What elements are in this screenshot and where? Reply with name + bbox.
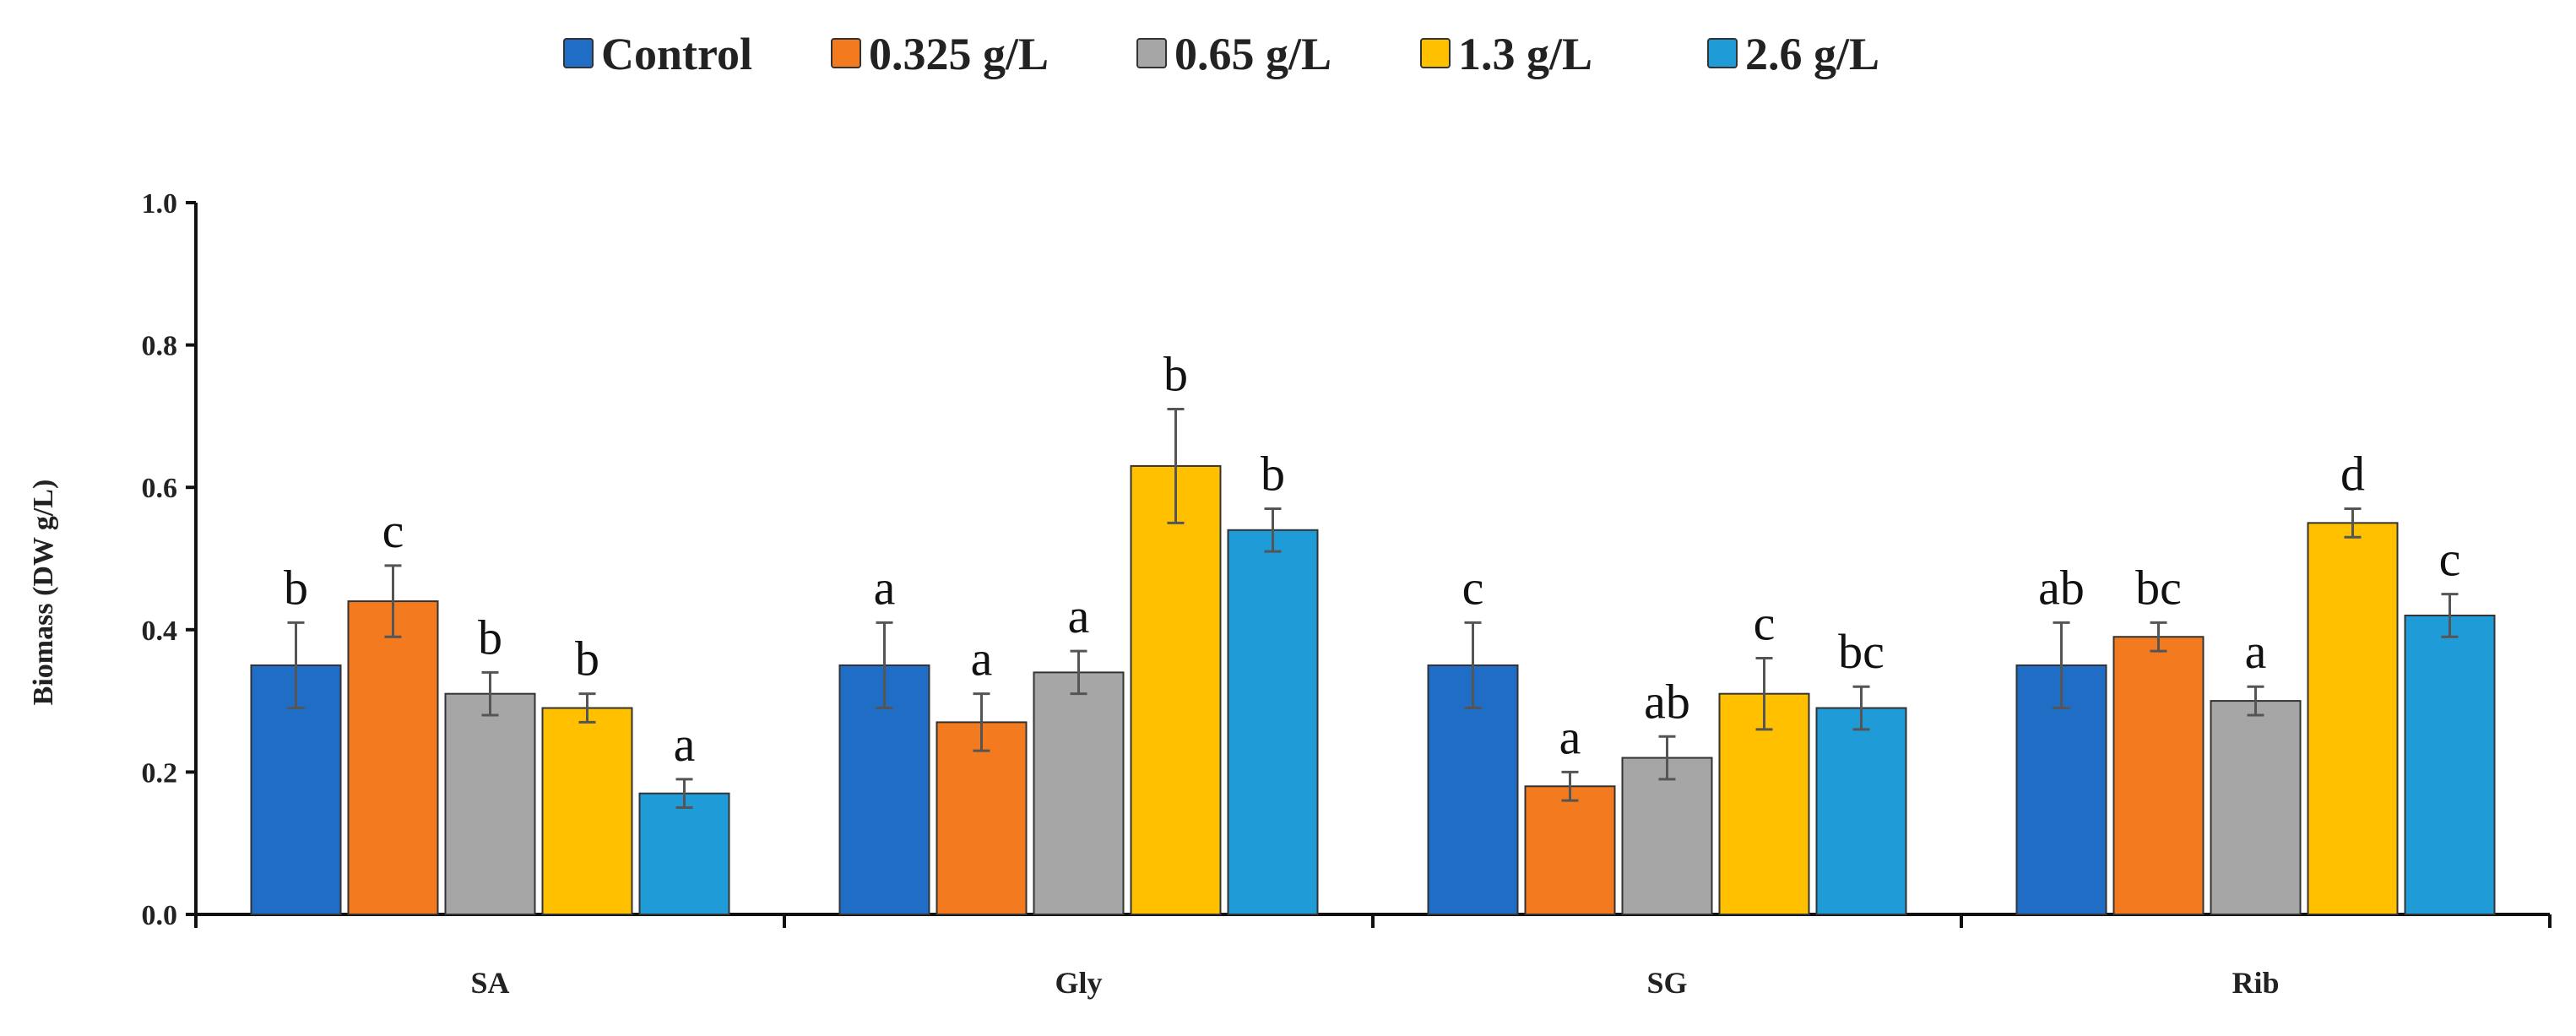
legend-swatch: [1420, 38, 1451, 68]
significance-label: c: [382, 503, 404, 558]
bar: [1815, 707, 1907, 916]
x-category-label: Rib: [2232, 966, 2279, 1000]
bars: [250, 464, 2496, 916]
bar: [1524, 785, 1616, 916]
significance-label: a: [2245, 624, 2267, 679]
significance-label: a: [1068, 589, 1090, 643]
significance-label: b: [575, 632, 599, 686]
y-tick-label: 1.0: [142, 188, 178, 220]
y-axis-label: Biomass (DW g/L): [28, 480, 59, 706]
significance-label: bc: [2135, 560, 2182, 615]
bar: [2404, 614, 2496, 915]
significance-label: ab: [1644, 674, 1690, 729]
legend-swatch: [1136, 38, 1167, 68]
legend-label: 2.6 g/L: [1745, 29, 1879, 79]
error-bars: [287, 407, 2459, 810]
significance-label: a: [971, 632, 993, 686]
significance-label: c: [2439, 532, 2461, 587]
significance-label: a: [1559, 709, 1581, 764]
x-category-label: SG: [1646, 966, 1687, 1000]
bar: [541, 707, 633, 916]
legend-swatch: [563, 38, 594, 68]
significance-label: a: [874, 560, 896, 615]
bar: [935, 721, 1028, 916]
bar: [638, 792, 730, 915]
significance-label: c: [1462, 560, 1484, 615]
legend-label: 0.325 g/L: [869, 29, 1049, 79]
significance-label: b: [1261, 446, 1285, 501]
legend-swatch: [1707, 38, 1738, 68]
x-category-label: Gly: [1055, 966, 1102, 1000]
bar: [2307, 522, 2399, 915]
significance-label: b: [478, 610, 502, 664]
bar: [2112, 636, 2205, 915]
bar: [1033, 671, 1125, 915]
y-tick-label: 0.0: [142, 900, 178, 931]
bar: [347, 600, 439, 916]
bar: [2210, 700, 2302, 915]
significance-label: bc: [1838, 624, 1885, 679]
significance-label: ab: [2038, 560, 2085, 615]
y-tick-label: 0.8: [142, 331, 178, 362]
significance-label: a: [674, 717, 696, 772]
y-tick-label: 0.6: [142, 473, 178, 504]
significance-label: b: [1163, 346, 1188, 401]
significance-label: b: [284, 560, 308, 615]
significance-label: c: [1754, 596, 1776, 651]
legend-label: 0.65 g/L: [1174, 29, 1331, 79]
bar: [1227, 529, 1319, 916]
significance-label: d: [2340, 446, 2365, 501]
bar: [1621, 757, 1713, 915]
y-tick-label: 0.2: [142, 757, 178, 789]
legend-label: Control: [601, 29, 752, 79]
y-tick-label: 0.4: [142, 616, 178, 647]
legend-swatch: [831, 38, 861, 68]
legend-label: 1.3 g/L: [1458, 29, 1592, 79]
bar: [444, 692, 536, 915]
x-category-label: SA: [470, 966, 509, 1000]
legend: Control 0.325 g/L 0.65 g/L 1.3 g/L 2.6 g/L: [563, 29, 1879, 79]
bar: [1130, 464, 1222, 915]
